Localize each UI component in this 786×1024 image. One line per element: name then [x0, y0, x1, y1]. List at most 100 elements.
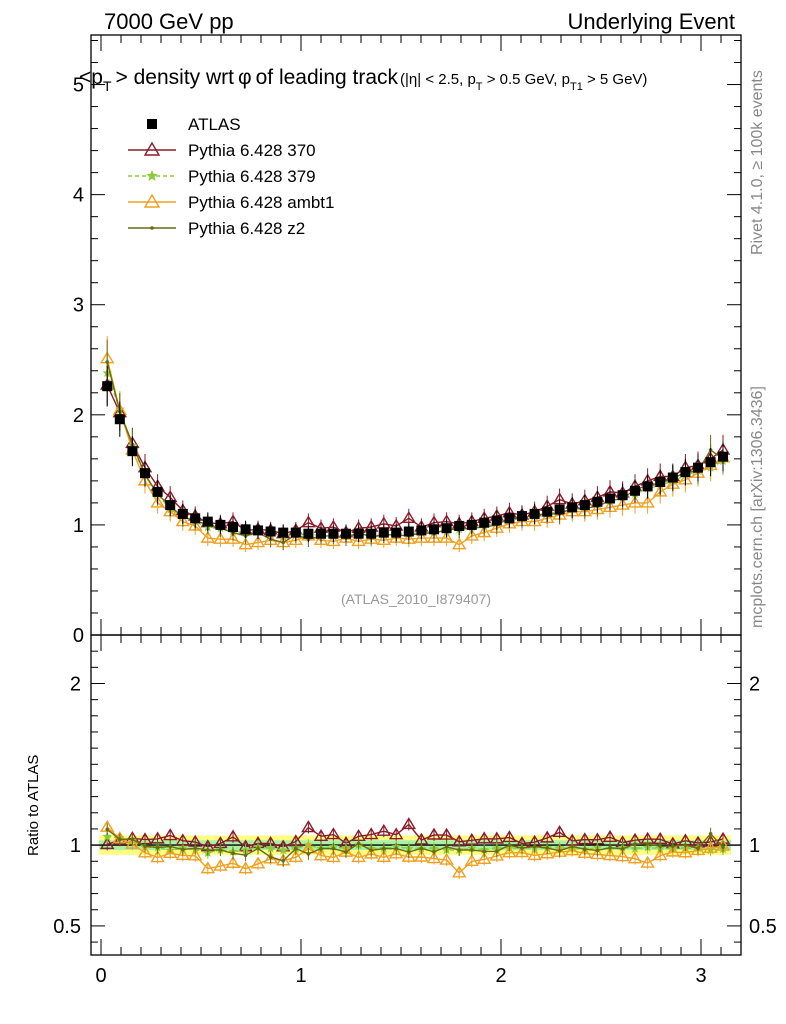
data-point: [640, 855, 655, 868]
data-point: [696, 846, 700, 851]
data-point: [482, 849, 487, 854]
data-point: [281, 540, 286, 545]
data-point: [225, 531, 241, 544]
data-point: [130, 837, 135, 842]
ratio-y-axis-label: Ratio to ATLAS: [25, 755, 42, 856]
data-point: [313, 848, 329, 861]
data-point: [708, 831, 713, 836]
data-point: [394, 846, 399, 851]
data-point: [683, 843, 688, 847]
ratio-y-tick-label-right: 1: [749, 835, 760, 857]
data-point: [313, 828, 329, 842]
data-point: [464, 853, 480, 866]
data-point: [99, 837, 115, 850]
data-point: [351, 850, 366, 863]
x-tick-label: 3: [695, 965, 706, 987]
data-point: [564, 843, 580, 856]
data-point: [401, 510, 417, 524]
data-point: [539, 830, 555, 843]
data-point: [165, 500, 176, 511]
data-point: [127, 446, 138, 457]
ratio-y-tick-label-right: 2: [749, 673, 760, 695]
data-point: [570, 844, 574, 849]
y-tick-label: 1: [73, 515, 84, 537]
legend-item: Pythia 6.428 379: [128, 167, 316, 186]
data-point: [590, 847, 605, 860]
series-line: [106, 358, 724, 546]
data-point: [369, 848, 374, 853]
data-point: [378, 527, 389, 538]
data-point: [288, 532, 304, 546]
data-point: [356, 841, 361, 846]
data-point: [552, 824, 567, 838]
data-point: [507, 843, 512, 847]
legend-label: Pythia 6.428 ambt1: [188, 193, 334, 212]
legend: ATLAS Pythia 6.428 370 Pythia 6.428 379 Pyt…: [128, 115, 334, 238]
data-point: [426, 827, 442, 840]
data-point: [514, 845, 530, 858]
data-point: [250, 856, 266, 869]
data-point: [476, 831, 492, 844]
data-point: [243, 853, 248, 858]
data-point: [489, 848, 505, 861]
data-point: [162, 845, 178, 859]
ratio-line: [106, 823, 724, 848]
data-point: [231, 851, 235, 856]
data-point: [265, 526, 276, 537]
data-point: [557, 848, 562, 853]
data-point: [479, 517, 490, 528]
data-point: [527, 514, 542, 527]
data-point: [476, 525, 492, 538]
data-point: [429, 524, 439, 535]
cuts-part3: > 5 GeV): [583, 71, 648, 88]
data-point: [118, 837, 122, 842]
data-point: [281, 858, 286, 863]
data-point: [491, 515, 502, 526]
data-point: [301, 820, 316, 833]
data-point: [306, 852, 311, 856]
data-point: [439, 827, 454, 840]
data-point: [155, 845, 160, 850]
y-tick-label: 2: [73, 405, 84, 427]
data-point: [401, 817, 417, 830]
data-point: [652, 484, 668, 497]
data-point: [432, 850, 436, 854]
data-point: [105, 360, 109, 364]
data-point: [426, 851, 442, 864]
data-point: [268, 855, 273, 859]
data-point: [147, 119, 157, 129]
data-point: [640, 495, 655, 508]
data-point: [238, 861, 253, 874]
data-point: [627, 495, 643, 508]
data-point: [529, 508, 540, 519]
data-point: [517, 511, 527, 522]
y-tick-label: 0: [73, 625, 84, 647]
data-point: [567, 502, 578, 513]
data-point: [633, 842, 637, 846]
ratio-y-tick-label-right: 0.5: [749, 916, 777, 938]
data-point: [376, 532, 392, 546]
data-point: [225, 829, 241, 842]
data-point: [316, 528, 326, 539]
data-point: [140, 468, 150, 479]
energy-label: 7000 GeV pp: [104, 9, 234, 34]
data-point: [193, 846, 197, 850]
data-point: [353, 528, 364, 539]
data-point: [718, 451, 728, 462]
data-point: [579, 500, 590, 511]
data-point: [665, 844, 681, 857]
data-point: [326, 850, 341, 863]
data-point: [278, 845, 288, 855]
data-point: [105, 827, 109, 832]
data-point: [608, 845, 612, 850]
series-line: [106, 384, 724, 535]
ratio-plot-panel: 0.5 0.5 1 1 2 2 0 1 2 3: [53, 634, 777, 987]
data-point: [667, 472, 678, 483]
data-point: [152, 486, 163, 497]
data-point: [250, 535, 266, 548]
data-point: [363, 827, 379, 840]
data-point: [382, 846, 386, 851]
legend-label: Pythia 6.428 z2: [188, 219, 305, 238]
data-point: [703, 840, 718, 853]
data-point: [592, 496, 603, 507]
